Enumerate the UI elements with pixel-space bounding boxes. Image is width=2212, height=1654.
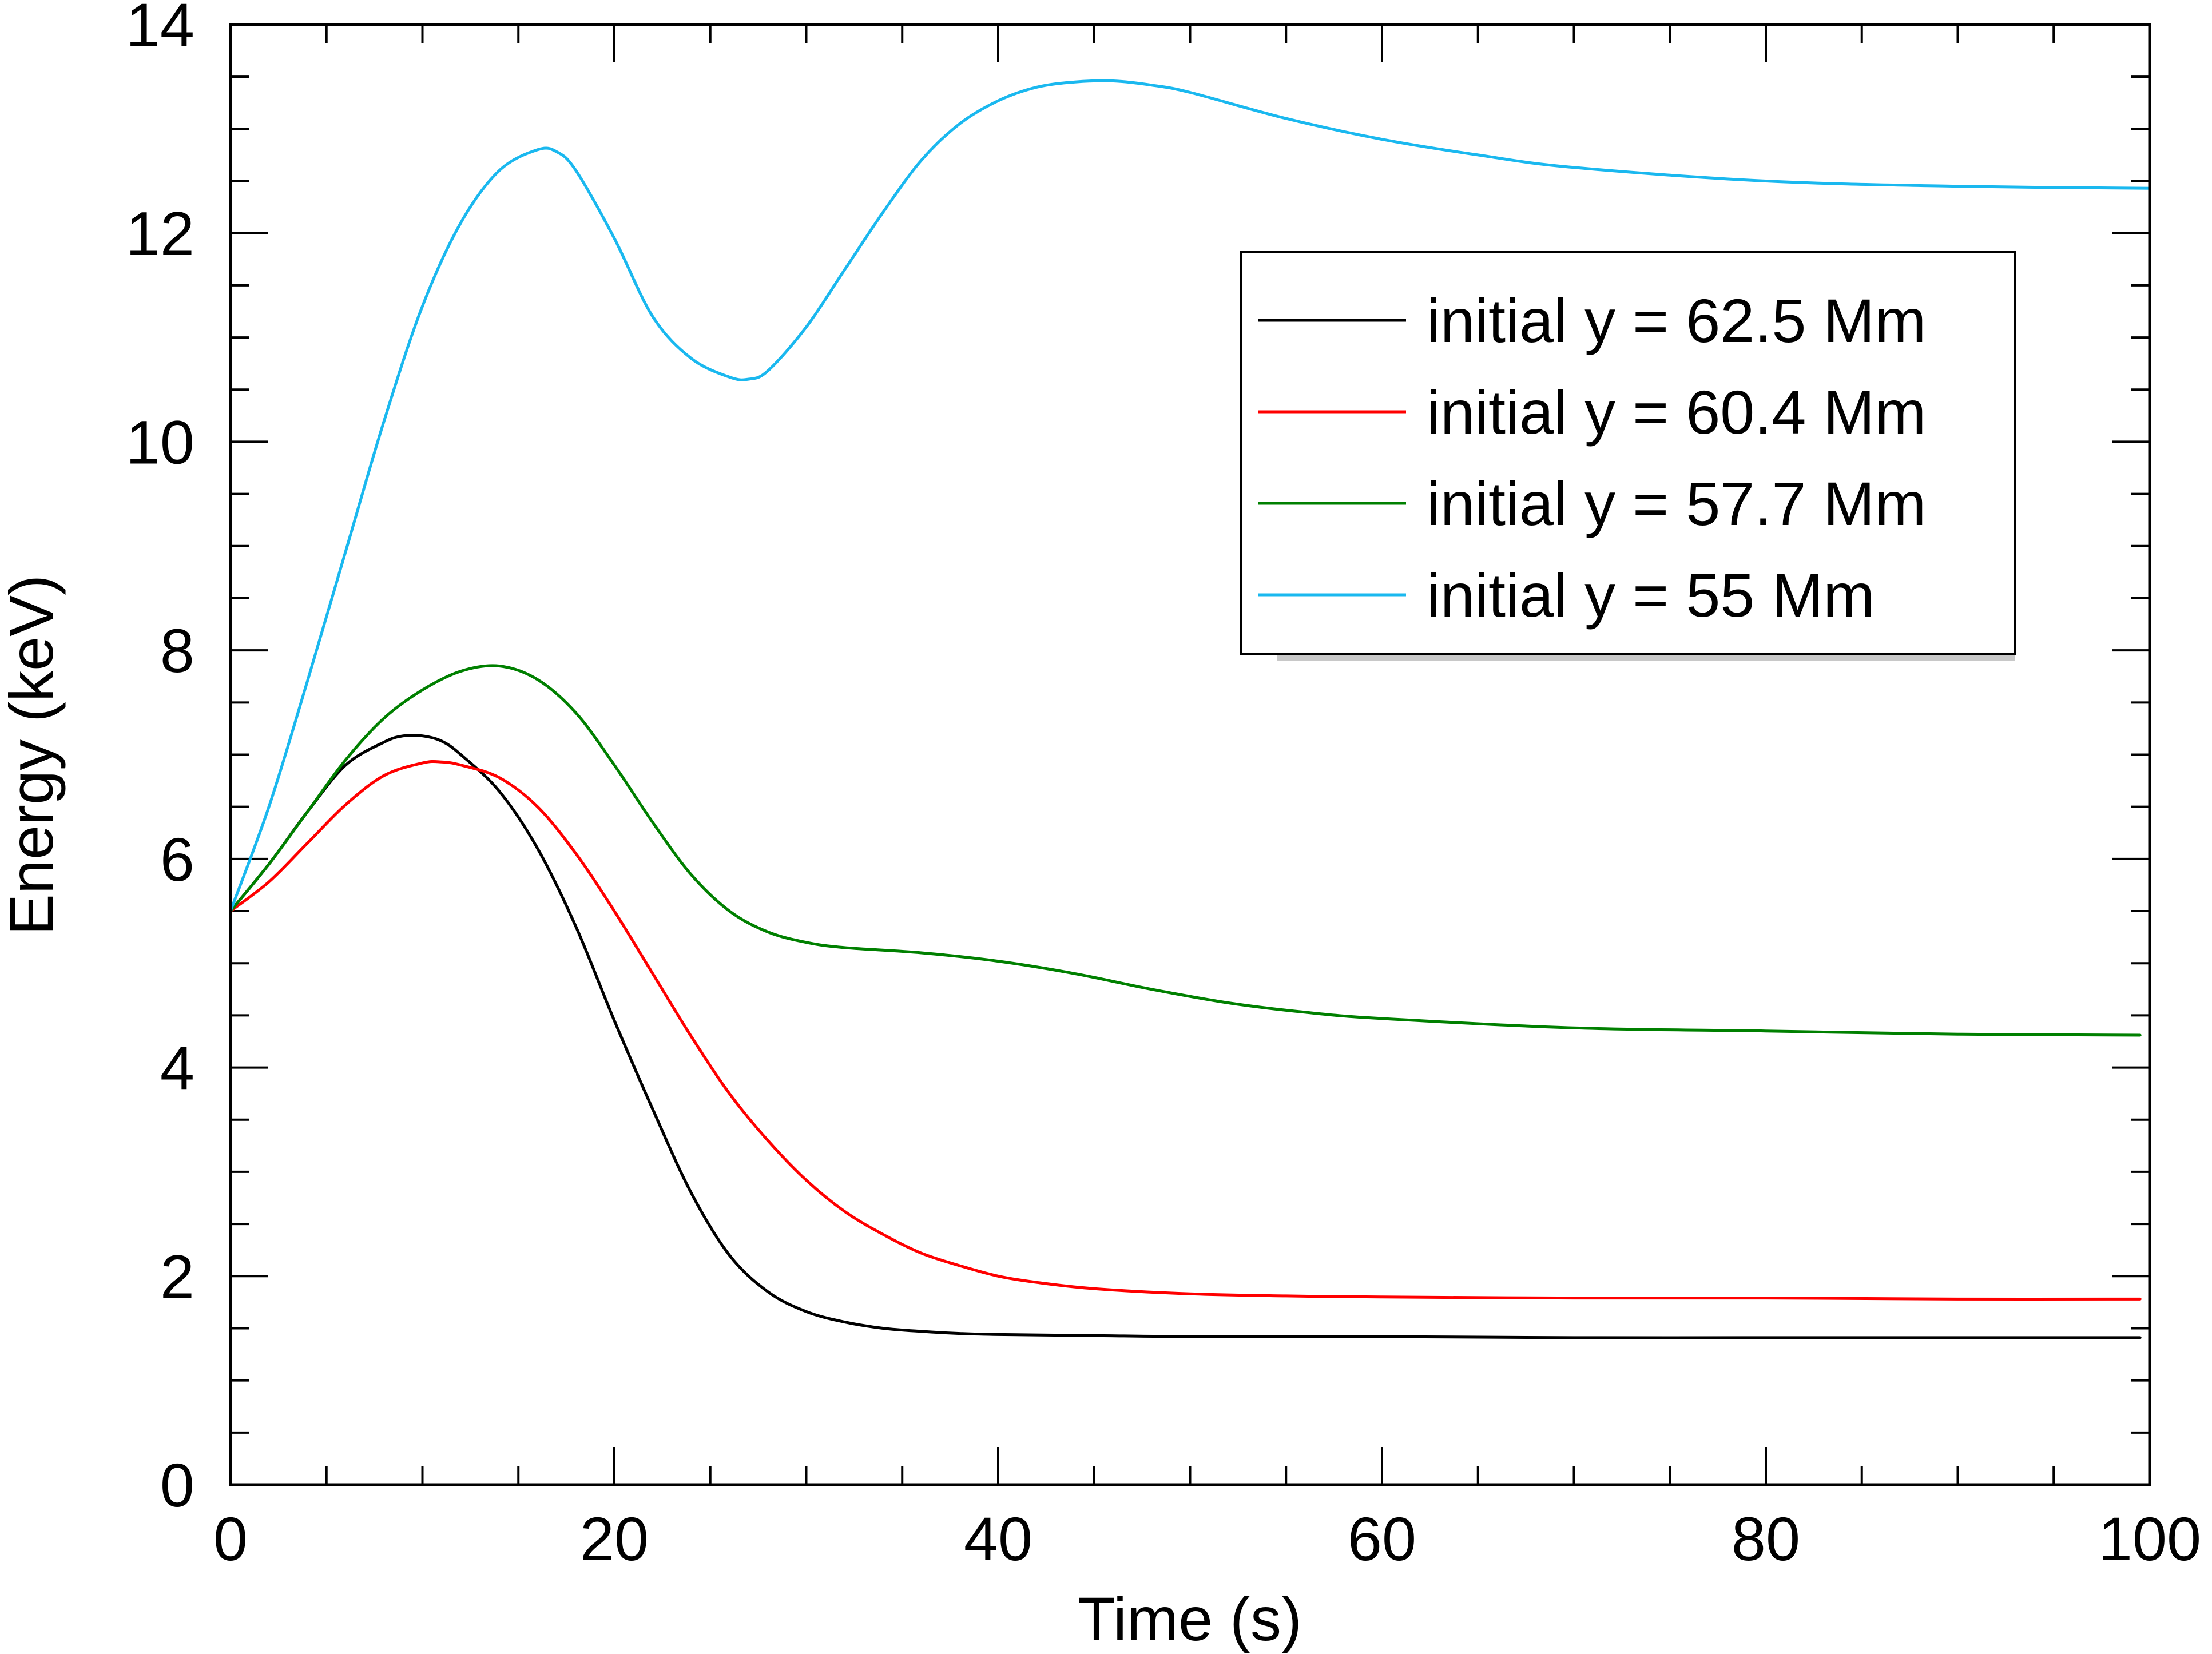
series-line-2 <box>229 760 2142 1301</box>
y-tick-label: 10 <box>126 407 194 476</box>
x-tick-label: 20 <box>580 1504 649 1573</box>
series-line-1 <box>229 733 2142 1339</box>
y-tick-label: 12 <box>126 199 194 268</box>
series-layer <box>229 79 2151 1339</box>
legend-label-1: initial y = 62.5 Mm <box>1427 286 1926 355</box>
y-tick-label: 4 <box>160 1033 194 1103</box>
x-tick-label: 0 <box>213 1504 248 1573</box>
y-tick-label: 0 <box>160 1450 194 1520</box>
y-tick-label: 14 <box>126 0 194 59</box>
x-axis-label: Time (s) <box>1078 1584 1302 1653</box>
y-tick-label: 2 <box>160 1242 194 1311</box>
legend-label-2: initial y = 60.4 Mm <box>1427 377 1926 447</box>
y-tick-label: 8 <box>160 616 194 685</box>
legend-label-3: initial y = 57.7 Mm <box>1427 469 1926 538</box>
ticks-layer <box>229 23 2151 1486</box>
x-tick-label: 60 <box>1348 1504 1416 1573</box>
x-tick-label: 100 <box>2098 1504 2201 1573</box>
series-line-3 <box>229 664 2142 1037</box>
y-axis-label: Energy (keV) <box>0 575 66 935</box>
x-tick-label: 40 <box>964 1504 1032 1573</box>
series-line-4 <box>229 79 2151 913</box>
legend-label-4: initial y = 55 Mm <box>1427 560 1875 630</box>
x-tick-label: 80 <box>1732 1504 1800 1573</box>
legend-box <box>1240 251 2016 655</box>
tick-labels-layer: 0 20 40 60 80 100 0 2 4 6 8 10 12 14 <box>126 0 2201 1573</box>
plot-frame <box>229 23 2151 1486</box>
legend: initial y = 62.5 Mm initial y = 60.4 Mm in… <box>1240 251 2016 661</box>
legend-entries: initial y = 62.5 Mm initial y = 60.4 Mm in… <box>1258 286 1926 630</box>
y-tick-label: 6 <box>160 825 194 894</box>
